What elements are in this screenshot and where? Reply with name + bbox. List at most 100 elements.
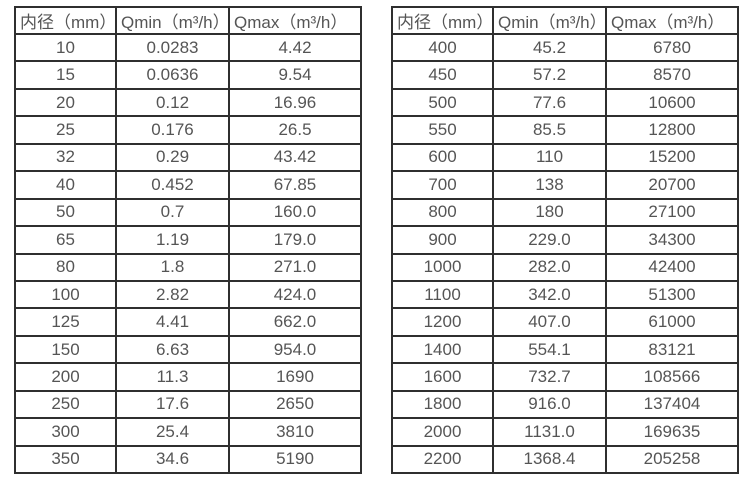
table-cell: 10600 xyxy=(605,87,739,118)
table-cell: 0.176 xyxy=(115,115,230,145)
table-cell: 4.42 xyxy=(228,32,362,63)
table-cell: 0.7 xyxy=(115,197,230,228)
table-cell: 45.2 xyxy=(492,32,607,63)
table-header: 内径（mm） Qmin（m³/h） Qmax（m³/h） xyxy=(391,6,739,35)
table-row: 10 0.0283 4.42 xyxy=(14,32,362,63)
table-cell: 900 xyxy=(391,225,494,255)
table-cell: 65 xyxy=(14,225,117,255)
table-row: 100 2.82 424.0 xyxy=(14,279,362,310)
table-cell: 160.0 xyxy=(228,197,362,228)
table-cell: 137404 xyxy=(605,389,739,420)
table-cell: 554.1 xyxy=(492,334,607,365)
table-row: 2200 1368.4 205258 xyxy=(391,444,739,475)
table-row: 800 180 27100 xyxy=(391,197,739,228)
table-cell: 2200 xyxy=(391,444,494,475)
table-cell: 0.0283 xyxy=(115,32,230,63)
table-cell: 800 xyxy=(391,197,494,228)
table-cell: 450 xyxy=(391,60,494,90)
table-cell: 20700 xyxy=(605,170,739,200)
table-cell: 11.3 xyxy=(115,362,230,392)
table-cell: 200 xyxy=(14,362,117,392)
table-row: 900 229.0 34300 xyxy=(391,225,739,255)
table-cell: 57.2 xyxy=(492,60,607,90)
table-cell: 550 xyxy=(391,115,494,145)
table-row: 150 6.63 954.0 xyxy=(14,334,362,365)
table-cell: 1200 xyxy=(391,307,494,337)
table-row: 1200 407.0 61000 xyxy=(391,307,739,337)
table-cell: 500 xyxy=(391,87,494,118)
column-header: Qmax（m³/h） xyxy=(605,6,739,35)
table-cell: 83121 xyxy=(605,334,739,365)
table-row: 1000 282.0 42400 xyxy=(391,252,739,282)
table-cell: 110 xyxy=(492,142,607,173)
table-row: 200 11.3 1690 xyxy=(14,362,362,392)
table-cell: 1100 xyxy=(391,279,494,310)
table-cell: 85.5 xyxy=(492,115,607,145)
table-row: 40 0.452 67.85 xyxy=(14,170,362,200)
table-cell: 1368.4 xyxy=(492,444,607,475)
table-cell: 350 xyxy=(14,444,117,475)
table-cell: 169635 xyxy=(605,417,739,447)
table-row: 125 4.41 662.0 xyxy=(14,307,362,337)
table-cell: 0.29 xyxy=(115,142,230,173)
table-row: 65 1.19 179.0 xyxy=(14,225,362,255)
table-cell: 10 xyxy=(14,32,117,63)
table-row: 300 25.4 3810 xyxy=(14,417,362,447)
table-row: 700 138 20700 xyxy=(391,170,739,200)
table-row: 350 34.6 5190 xyxy=(14,444,362,475)
table-row: 2000 1131.0 169635 xyxy=(391,417,739,447)
table-cell: 180 xyxy=(492,197,607,228)
table-cell: 77.6 xyxy=(492,87,607,118)
table-row: 1100 342.0 51300 xyxy=(391,279,739,310)
table-cell: 2650 xyxy=(228,389,362,420)
table-cell: 400 xyxy=(391,32,494,63)
table-cell: 407.0 xyxy=(492,307,607,337)
table-cell: 205258 xyxy=(605,444,739,475)
table-row: 450 57.2 8570 xyxy=(391,60,739,90)
table-cell: 25 xyxy=(14,115,117,145)
table-cell: 34.6 xyxy=(115,444,230,475)
table-cell: 80 xyxy=(14,252,117,282)
table-cell: 1.19 xyxy=(115,225,230,255)
table-header-row: 内径（mm） Qmin（m³/h） Qmax（m³/h） xyxy=(391,6,739,35)
table-cell: 229.0 xyxy=(492,225,607,255)
table-cell: 40 xyxy=(14,170,117,200)
table-row: 1800 916.0 137404 xyxy=(391,389,739,420)
table-row: 600 110 15200 xyxy=(391,142,739,173)
table-cell: 179.0 xyxy=(228,225,362,255)
table-cell: 5190 xyxy=(228,444,362,475)
table-cell: 1690 xyxy=(228,362,362,392)
column-header: 内径（mm） xyxy=(14,6,117,35)
table-row: 1400 554.1 83121 xyxy=(391,334,739,365)
table-cell: 300 xyxy=(14,417,117,447)
table-cell: 50 xyxy=(14,197,117,228)
table-cell: 25.4 xyxy=(115,417,230,447)
column-header: 内径（mm） xyxy=(391,6,494,35)
table-row: 80 1.8 271.0 xyxy=(14,252,362,282)
table-cell: 125 xyxy=(14,307,117,337)
table-cell: 20 xyxy=(14,87,117,118)
table-cell: 27100 xyxy=(605,197,739,228)
column-header: Qmin（m³/h） xyxy=(492,6,607,35)
table-row: 25 0.176 26.5 xyxy=(14,115,362,145)
table-cell: 282.0 xyxy=(492,252,607,282)
table-cell: 108566 xyxy=(605,362,739,392)
table-cell: 1600 xyxy=(391,362,494,392)
table-cell: 8570 xyxy=(605,60,739,90)
table-cell: 424.0 xyxy=(228,279,362,310)
table-cell: 0.0636 xyxy=(115,60,230,90)
table-cell: 1000 xyxy=(391,252,494,282)
table-row: 15 0.0636 9.54 xyxy=(14,60,362,90)
table-cell: 1400 xyxy=(391,334,494,365)
table-row: 20 0.12 16.96 xyxy=(14,87,362,118)
table-cell: 51300 xyxy=(605,279,739,310)
table-cell: 100 xyxy=(14,279,117,310)
table-header: 内径（mm） Qmin（m³/h） Qmax（m³/h） xyxy=(14,6,362,35)
table-cell: 6.63 xyxy=(115,334,230,365)
table-cell: 600 xyxy=(391,142,494,173)
table-cell: 271.0 xyxy=(228,252,362,282)
table-cell: 12800 xyxy=(605,115,739,145)
table-cell: 2000 xyxy=(391,417,494,447)
table-body: 10 0.0283 4.42 15 0.0636 9.54 20 0.12 16.96 25 0.1… xyxy=(14,32,362,475)
